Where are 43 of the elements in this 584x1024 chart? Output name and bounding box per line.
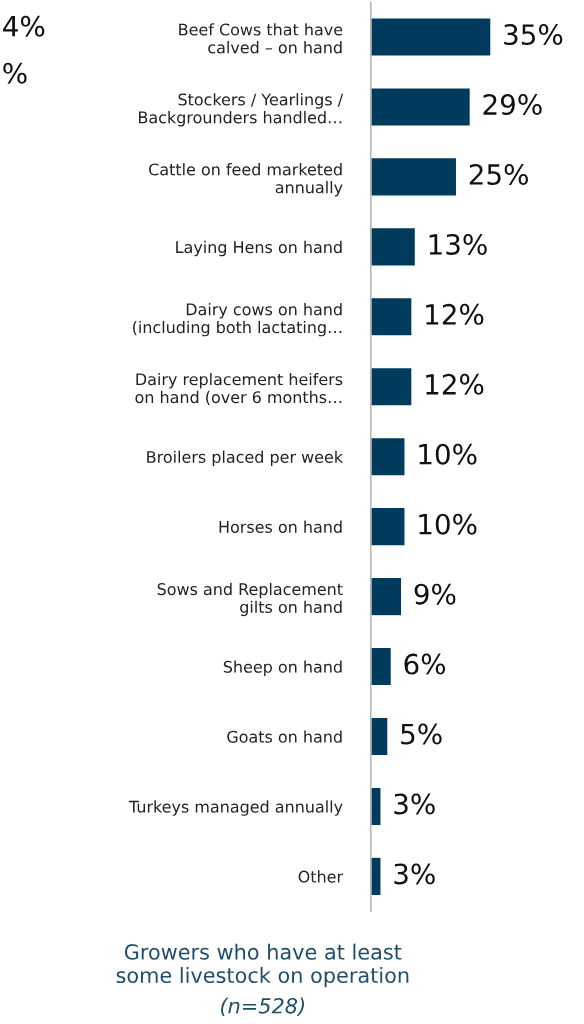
text: (n=528) bbox=[221, 997, 305, 1017]
bar bbox=[370, 716, 389, 757]
data-label: 5% bbox=[401, 723, 442, 745]
y-tick-label: Beef Cows that have calved – on hand bbox=[179, 23, 343, 54]
y-tick-label: Dairy cows on hand (including both lactating… bbox=[133, 303, 342, 337]
y-tick-label: Sows and Replacement gilts on hand bbox=[157, 582, 343, 617]
y-tick-label: Goats on hand bbox=[227, 730, 342, 743]
bar bbox=[370, 506, 406, 547]
bar bbox=[370, 226, 417, 267]
bar bbox=[370, 87, 472, 127]
y-tick-label: Dairy replacement heifers on hand (over 6 months… bbox=[135, 372, 343, 406]
y-tick-label: Sheep on hand bbox=[223, 660, 342, 676]
y-tick-label: Other bbox=[298, 870, 344, 883]
y-tick-label: Stockers / Yearlings / Backgrounders handled… bbox=[139, 93, 344, 127]
data-label: 3% bbox=[394, 793, 435, 815]
bar bbox=[370, 646, 393, 687]
bar bbox=[370, 366, 413, 407]
bar bbox=[370, 856, 382, 897]
bar bbox=[370, 436, 406, 477]
bar bbox=[370, 296, 413, 337]
bar bbox=[370, 156, 458, 197]
data-label: 13% bbox=[429, 233, 487, 255]
data-label: 35% bbox=[504, 24, 563, 46]
data-label: 29% bbox=[483, 94, 542, 116]
text: % bbox=[3, 62, 27, 84]
bar bbox=[370, 576, 403, 617]
y-tick-label: Cattle on feed marketed annually bbox=[149, 163, 343, 197]
y-tick-label: Broilers placed per week bbox=[147, 450, 344, 467]
bar bbox=[370, 17, 492, 57]
data-label: 6% bbox=[404, 653, 446, 675]
y-tick-label: Horses on hand bbox=[219, 520, 342, 533]
data-label: 10% bbox=[419, 443, 477, 465]
y-tick-label: Laying Hens on hand bbox=[176, 240, 342, 257]
data-label: 3% bbox=[394, 863, 435, 885]
text: 4% bbox=[3, 15, 45, 37]
bar bbox=[370, 786, 382, 827]
y-tick-label: Turkeys managed annually bbox=[128, 800, 343, 816]
text: Growers who have at least some livestock on operation bbox=[116, 943, 409, 988]
data-label: 12% bbox=[426, 373, 484, 395]
data-label: 10% bbox=[419, 513, 477, 535]
data-label: 9% bbox=[414, 583, 456, 605]
data-label: 12% bbox=[426, 303, 484, 325]
data-label: 25% bbox=[469, 163, 528, 185]
